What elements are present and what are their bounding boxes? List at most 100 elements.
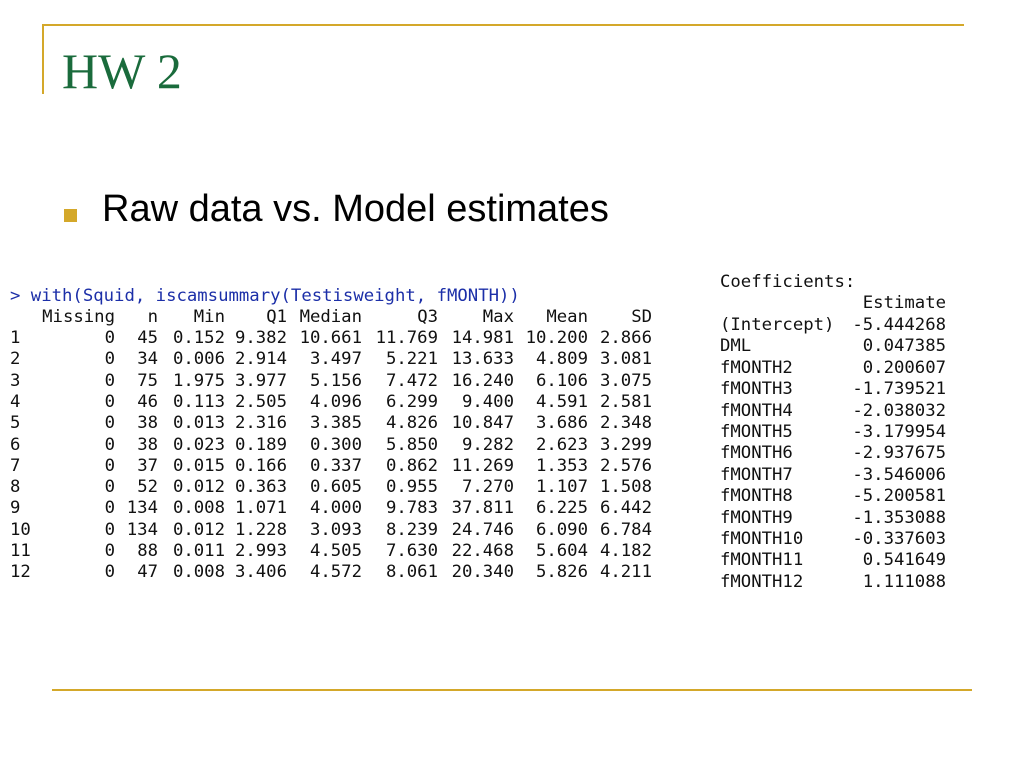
coef-name: fMONTH9 [720,507,793,528]
table-cell: 11.269 [451,455,514,476]
table-cell: 0 [104,562,115,583]
coef-name: fMONTH12 [720,571,804,592]
table-cell: 4.591 [535,391,588,412]
coef-name: DML [720,336,752,357]
coef-value: -2.937675 [852,443,946,464]
row-label: 11 [10,541,31,561]
table-cell: 4.211 [599,562,652,583]
coef-value: -5.444268 [852,315,946,335]
table-cell: 38 [137,413,158,434]
coef-value: -3.546006 [852,464,946,485]
table-cell: 9.282 [461,434,514,455]
table-cell: 3.299 [599,434,652,455]
console-command: > with(Squid, iscamsummary(Testisweight,… [10,286,520,306]
table-cell: 4.826 [385,413,438,434]
top-rule [42,24,964,26]
coef-name: fMONTH5 [720,422,793,442]
table-cell: 6.299 [385,391,438,412]
table-cell: 16.240 [451,370,514,391]
table-cell: 3.686 [535,413,588,434]
coef-value: -1.739521 [852,379,946,400]
coef-name: fMONTH6 [720,443,793,464]
row-label: 5 [10,413,21,434]
row-label: 10 [10,519,31,540]
coef-value: -1.353088 [852,507,946,528]
table-cell: 7.630 [385,541,438,561]
table-cell: 0.862 [385,455,438,476]
table-cell: 2.581 [599,391,652,412]
row-label: 12 [10,562,31,583]
table-cell: 0.023 [172,434,225,455]
table-cell: 0.012 [172,477,225,498]
table-cell: 3.977 [234,370,287,391]
table-cell: 0.011 [172,541,225,561]
column-header: Mean [546,307,588,327]
row-label: 1 [10,328,21,348]
table-cell: 0 [104,477,115,498]
table-cell: 2.316 [234,413,287,434]
table-cell: 0 [104,498,115,519]
table-cell: 0.337 [309,455,362,476]
side-rule [42,24,44,94]
table-cell: 1.353 [535,455,588,476]
table-cell: 0.300 [309,434,362,455]
table-cell: 0 [104,541,115,561]
table-cell: 0.363 [234,477,287,498]
table-cell: 0.013 [172,413,225,434]
table-cell: 3.497 [309,349,362,370]
column-header: Missing [42,307,115,327]
table-cell: 8.239 [385,519,438,540]
column-header: Q1 [266,307,287,327]
table-cell: 9.400 [461,391,514,412]
table-cell: 1.107 [535,477,588,498]
table-cell: 0 [104,328,115,348]
table-cell: 4.505 [309,541,362,561]
table-cell: 8.061 [385,562,438,583]
table-cell: 2.866 [599,328,652,348]
table-cell: 9.382 [234,328,287,348]
table-cell: 4.809 [535,349,588,370]
table-cell: 0 [104,349,115,370]
column-header: SD [631,307,652,327]
table-cell: 3.093 [309,519,362,540]
coef-value: 0.047385 [862,336,946,357]
coef-name: fMONTH2 [720,357,793,378]
table-cell: 2.505 [234,391,287,412]
table-cell: 46 [137,391,158,412]
coef-name: fMONTH7 [720,464,793,485]
table-cell: 0.008 [172,498,225,519]
table-cell: 2.623 [535,434,588,455]
table-cell: 38 [137,434,158,455]
table-cell: 4.572 [309,562,362,583]
table-cell: 5.604 [535,541,588,561]
table-cell: 3.385 [309,413,362,434]
column-header: Min [193,307,225,327]
table-cell: 0.008 [172,562,225,583]
table-cell: 6.225 [535,498,588,519]
table-cell: 2.914 [234,349,287,370]
table-cell: 24.746 [451,519,514,540]
row-label: 9 [10,498,21,519]
table-cell: 10.200 [525,328,588,348]
table-cell: 2.348 [599,413,652,434]
row-label: 8 [10,477,21,498]
column-header: Q3 [417,307,438,327]
table-cell: 0.006 [172,349,225,370]
row-label: 7 [10,455,21,476]
table-cell: 1.071 [234,498,287,519]
bottom-rule [52,689,972,691]
table-cell: 4.182 [599,541,652,561]
table-cell: 22.468 [451,541,514,561]
table-cell: 0.113 [172,391,225,412]
table-cell: 0.012 [172,519,225,540]
coef-value: 0.541649 [862,550,946,571]
table-cell: 9.783 [385,498,438,519]
coef-title: Coefficients: [720,272,856,292]
coef-name: fMONTH8 [720,486,793,507]
table-cell: 10.847 [451,413,514,434]
table-cell: 0.605 [309,477,362,498]
table-cell: 0.166 [234,455,287,476]
coef-value: 0.200607 [862,357,946,378]
table-cell: 0.015 [172,455,225,476]
table-cell: 3.081 [599,349,652,370]
